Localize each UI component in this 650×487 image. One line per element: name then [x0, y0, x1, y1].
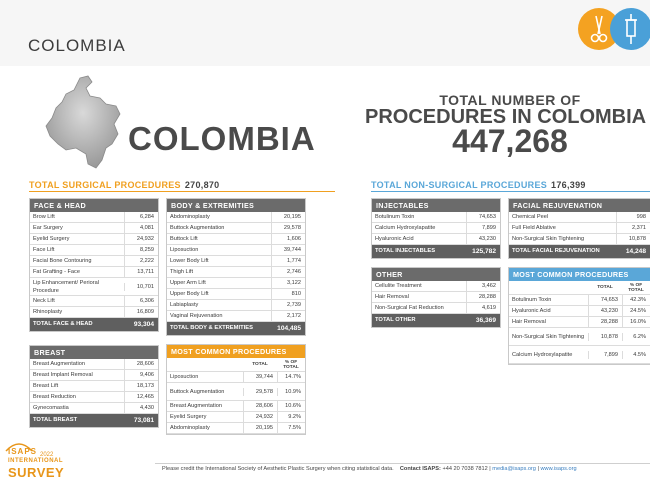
table-row: Calcium Hydroxylapatite 7,899: [372, 223, 500, 234]
survey-arc-icon: [5, 443, 33, 452]
table-row: Abdominoplasty 20,195: [167, 212, 305, 223]
table-total-row: TOTAL FACE & HEAD 93,304: [30, 318, 158, 331]
syringe-icon: [610, 8, 650, 50]
total-procedures-value: 447,268: [452, 123, 568, 159]
footer-credit: Please credit the International Society …: [162, 466, 394, 472]
nonsurgical-heading: TOTAL NON-SURGICAL PROCEDURES 176,399: [371, 180, 586, 190]
table-row: Cellulite Treatment 3,462: [372, 281, 500, 292]
table-row: Liposuction 39,744 14.7%: [167, 372, 305, 383]
table-row: Chemical Peel 998: [509, 212, 650, 223]
table-row: Gynecomastia 4,430: [30, 403, 158, 414]
colombia-map: [45, 75, 121, 169]
other-table: OTHER Cellulite Treatment 3,462 Hair Remo…: [371, 267, 501, 328]
table-header: MOST COMMON PROCEDURES: [509, 268, 650, 281]
face-head-table: FACE & HEAD Brow Lift 6,284 Ear Surgery 4,…: [29, 198, 159, 332]
country-heading: COLOMBIA: [128, 120, 316, 157]
surgical-heading-label: TOTAL SURGICAL PROCEDURES: [29, 180, 181, 190]
survey-year: 2022: [40, 452, 54, 458]
table-row: Hair Removal 28,288: [372, 292, 500, 303]
survey-label: SURVEY: [8, 465, 65, 480]
table-row: Rhinoplasty 16,809: [30, 307, 158, 318]
table-row: Facial Bone Contouring 2,222: [30, 256, 158, 267]
table-row: Buttock Augmentation 29,578 10.9%: [167, 383, 305, 401]
table-row: Liposuction 39,744: [167, 245, 305, 256]
table-row: Breast Augmentation 28,606: [30, 359, 158, 370]
footer-contact-label: Contact ISAPS:: [399, 466, 441, 472]
table-header: MOST COMMON PROCEDURES: [167, 345, 305, 358]
table-row: Non-Surgical Fat Reduction 4,619: [372, 303, 500, 314]
total-heading-line2: PROCEDURES IN COLOMBIA: [365, 106, 647, 128]
footer-email-link[interactable]: media@isaps.org: [492, 466, 536, 472]
table-row: Fat Grafting - Face 13,711: [30, 267, 158, 278]
footer-separator: |: [537, 466, 539, 472]
table-row: Eyelid Surgery 24,932: [30, 234, 158, 245]
surgical-total: 270,870: [184, 180, 220, 190]
facial-rejuvenation-table: FACIAL REJUVENATION Chemical Peel 998 Ful…: [508, 198, 650, 259]
table-row: Upper Arm Lift 3,122: [167, 278, 305, 289]
table-header: BREAST: [30, 346, 158, 359]
table-row: Breast Implant Removal 9,406: [30, 370, 158, 381]
table-row: Breast Augmentation 28,606 10.6%: [167, 401, 305, 412]
footer-web-link[interactable]: www.isaps.org: [540, 466, 577, 472]
table-row: Botulinum Toxin 74,653: [372, 212, 500, 223]
table-total-row: TOTAL OTHER 36,369: [372, 314, 500, 327]
table-row: Eyelid Surgery 24,932 9.2%: [167, 412, 305, 423]
surgical-divider: [29, 191, 335, 192]
footer-separator: |: [489, 466, 491, 472]
table-total-row: TOTAL INJECTABLES 125,782: [372, 245, 500, 258]
table-row: Hyaluronic Acid 43,230: [372, 234, 500, 245]
table-row: Brow Lift 6,284: [30, 212, 158, 223]
table-row: Lower Body Lift 1,774: [167, 256, 305, 267]
table-column-header: TOTAL% OF TOTAL: [509, 281, 650, 295]
footer: Please credit the International Society …: [162, 466, 577, 472]
isaps-logo-text: ISAPS: [8, 447, 38, 456]
table-total-row: TOTAL BREAST 73,081: [30, 414, 158, 427]
table-header: FACE & HEAD: [30, 199, 158, 212]
footer-divider: [155, 463, 650, 464]
table-row: Hyaluronic Acid 43,230 24.5%: [509, 306, 650, 317]
table-row: Calcium Hydroxylapatite 7,899 4.5%: [509, 346, 650, 364]
table-header: OTHER: [372, 268, 500, 281]
common-surgical-table: MOST COMMON PROCEDURES TOTAL% OF TOTAL L…: [166, 344, 306, 435]
table-row: Full Field Ablative 2,371: [509, 223, 650, 234]
international-label: INTERNATIONAL: [8, 458, 64, 464]
table-row: Breast Lift 18,173: [30, 381, 158, 392]
table-row: Non-Surgical Skin Tightening 10,878: [509, 234, 650, 245]
total-heading-line1: TOTAL NUMBER OF: [439, 92, 581, 108]
surgical-heading: TOTAL SURGICAL PROCEDURES 270,870: [29, 180, 220, 190]
header-bar: [0, 0, 650, 66]
table-row: Botulinum Toxin 74,653 42.3%: [509, 295, 650, 306]
table-total-row: TOTAL BODY & EXTREMITIES 104,485: [167, 322, 305, 335]
page-title: COLOMBIA: [28, 36, 126, 55]
table-column-header: TOTAL% OF TOTAL: [167, 358, 305, 372]
table-row: Buttock Augmentation 29,578: [167, 223, 305, 234]
table-row: Lip Enhancement/ Perioral Procedure 10,70…: [30, 278, 158, 296]
table-row: Buttock Lift 1,606: [167, 234, 305, 245]
nonsurgical-divider: [371, 191, 650, 192]
table-row: Ear Surgery 4,081: [30, 223, 158, 234]
table-total-row: TOTAL FACIAL REJUVENATION 14,248: [509, 245, 650, 258]
table-row: Breast Reduction 12,465: [30, 392, 158, 403]
table-row: Face Lift 8,259: [30, 245, 158, 256]
table-row: Abdominoplasty 20,195 7.5%: [167, 423, 305, 434]
common-nonsurgical-table: MOST COMMON PROCEDURES TOTAL% OF TOTAL B…: [508, 267, 650, 365]
table-row: Upper Body Lift 810: [167, 289, 305, 300]
table-row: Vaginal Rejuvenation 2,172: [167, 311, 305, 322]
table-row: Labiaplasty 2,739: [167, 300, 305, 311]
body-extremities-table: BODY & EXTREMITIES Abdominoplasty 20,195 …: [166, 198, 306, 336]
table-row: Neck Lift 6,306: [30, 296, 158, 307]
footer-phone: +44 20 7038 7812: [442, 466, 488, 472]
table-row: Thigh Lift 2,746: [167, 267, 305, 278]
table-row: Non-Surgical Skin Tightening 10,878 6.2%: [509, 328, 650, 346]
table-header: FACIAL REJUVENATION: [509, 199, 650, 212]
nonsurgical-heading-label: TOTAL NON-SURGICAL PROCEDURES: [371, 180, 548, 190]
table-header: BODY & EXTREMITIES: [167, 199, 305, 212]
injectables-table: INJECTABLES Botulinum Toxin 74,653 Calciu…: [371, 198, 501, 259]
table-row: Hair Removal 28,288 16.0%: [509, 317, 650, 328]
table-header: INJECTABLES: [372, 199, 500, 212]
nonsurgical-total: 176,399: [551, 180, 586, 190]
breast-table: BREAST Breast Augmentation 28,606 Breast …: [29, 345, 159, 428]
